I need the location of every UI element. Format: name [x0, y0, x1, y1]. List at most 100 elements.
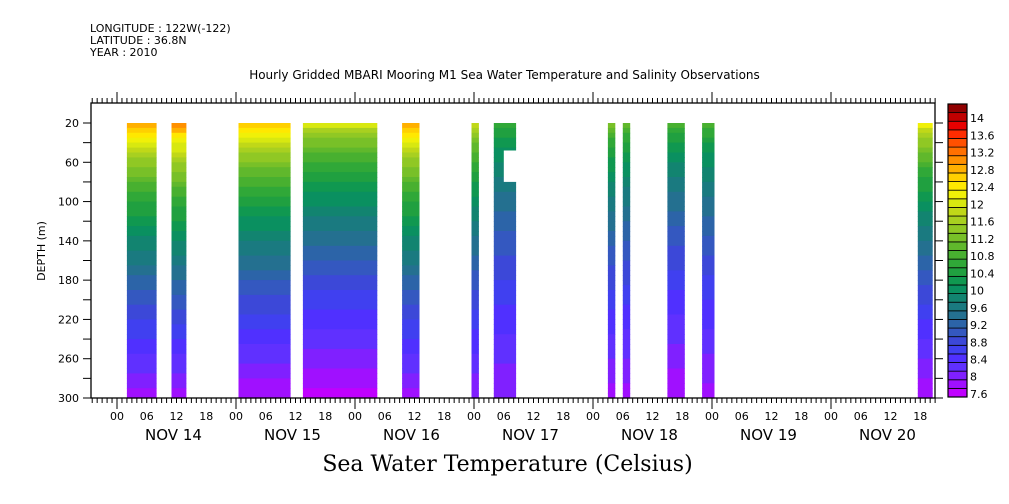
data-cell — [471, 216, 479, 222]
data-cell — [471, 250, 479, 257]
colorbar-label: 9.6 — [970, 302, 988, 315]
data-cell — [607, 127, 616, 134]
colorbar-label: 13.2 — [970, 147, 995, 160]
data-cell — [126, 231, 157, 237]
colorbar-border — [947, 103, 968, 398]
data-cell — [917, 329, 933, 335]
data-cell — [667, 290, 685, 296]
data-cell — [622, 221, 631, 227]
data-cell — [302, 250, 378, 257]
data-cell — [493, 304, 517, 311]
data-cell — [238, 290, 291, 296]
x-hour-label: 00 — [229, 410, 243, 423]
data-cell — [126, 132, 157, 139]
colorbar-band — [947, 129, 968, 139]
data-cell — [126, 201, 157, 208]
data-cell — [126, 181, 157, 188]
data-cell — [917, 221, 933, 227]
data-cell — [171, 211, 187, 217]
data-cell — [302, 152, 378, 158]
data-cell — [171, 383, 187, 389]
data-cell — [667, 383, 685, 389]
data-cell — [493, 123, 517, 129]
data-cell — [917, 181, 933, 188]
data-cell — [622, 358, 631, 365]
colorbar-label: 10.4 — [970, 267, 995, 280]
data-cell — [702, 235, 715, 242]
colorbar-band — [947, 336, 968, 346]
data-cell — [622, 304, 631, 311]
x-hour-label: 18 — [199, 410, 213, 423]
colorbar-band — [947, 163, 968, 174]
data-cell — [622, 314, 631, 320]
data-column — [171, 123, 187, 399]
data-cell — [302, 294, 378, 301]
data-cell — [917, 339, 933, 345]
data-cell — [171, 358, 187, 365]
data-cell — [471, 383, 479, 389]
data-cell — [171, 206, 187, 212]
data-cell — [493, 142, 517, 149]
data-cell — [238, 211, 291, 217]
data-cell — [402, 137, 420, 144]
data-cell — [402, 299, 420, 306]
data-cell — [917, 147, 933, 154]
data-cell — [238, 167, 291, 173]
data-cell — [667, 142, 685, 149]
data-cell — [702, 255, 715, 262]
data-cell — [238, 206, 291, 212]
data-cell — [607, 393, 616, 399]
data-cell — [126, 339, 157, 345]
data-cell — [402, 123, 420, 129]
data-column — [302, 123, 378, 399]
data-cell — [917, 280, 933, 286]
data-gap — [503, 150, 517, 182]
data-cell — [171, 304, 187, 311]
data-cell — [471, 181, 479, 188]
data-cell — [302, 368, 378, 374]
data-cell — [471, 270, 479, 276]
data-cell — [171, 373, 187, 379]
x-day-label: NOV 17 — [502, 426, 559, 444]
data-cell — [126, 245, 157, 252]
data-cell — [238, 181, 291, 188]
data-cell — [607, 324, 616, 330]
data-cell — [607, 319, 616, 325]
data-cell — [402, 260, 420, 266]
data-cell — [622, 280, 631, 286]
data-cell — [667, 250, 685, 257]
data-cell — [667, 299, 685, 306]
data-cell — [171, 344, 187, 350]
data-cell — [607, 206, 616, 212]
data-cell — [238, 324, 291, 330]
data-cell — [126, 211, 157, 217]
colorbar-band — [947, 284, 968, 294]
data-cell — [622, 363, 631, 370]
data-cell — [126, 221, 157, 227]
data-cell — [622, 235, 631, 242]
data-cell — [238, 334, 291, 340]
data-cell — [607, 240, 616, 247]
data-cell — [471, 172, 479, 178]
data-cell — [238, 309, 291, 316]
data-cell — [493, 358, 517, 365]
data-cell — [702, 186, 715, 193]
data-cell — [171, 250, 187, 257]
data-cell — [702, 132, 715, 139]
colorbar-band — [947, 310, 968, 320]
data-cell — [471, 196, 479, 203]
data-cell — [607, 177, 616, 183]
data-cell — [607, 250, 616, 257]
data-cell — [302, 201, 378, 208]
data-cell — [917, 299, 933, 306]
data-cell — [702, 353, 715, 360]
data-cell — [607, 172, 616, 178]
data-cell — [126, 324, 157, 330]
colorbar-band — [947, 103, 968, 114]
longitude-label: LONGITUDE : 122W(-122) — [90, 22, 231, 35]
data-cell — [622, 265, 631, 271]
data-cell — [238, 201, 291, 208]
data-cell — [622, 290, 631, 296]
data-cell — [171, 240, 187, 247]
x-hour-label: 12 — [765, 410, 779, 423]
